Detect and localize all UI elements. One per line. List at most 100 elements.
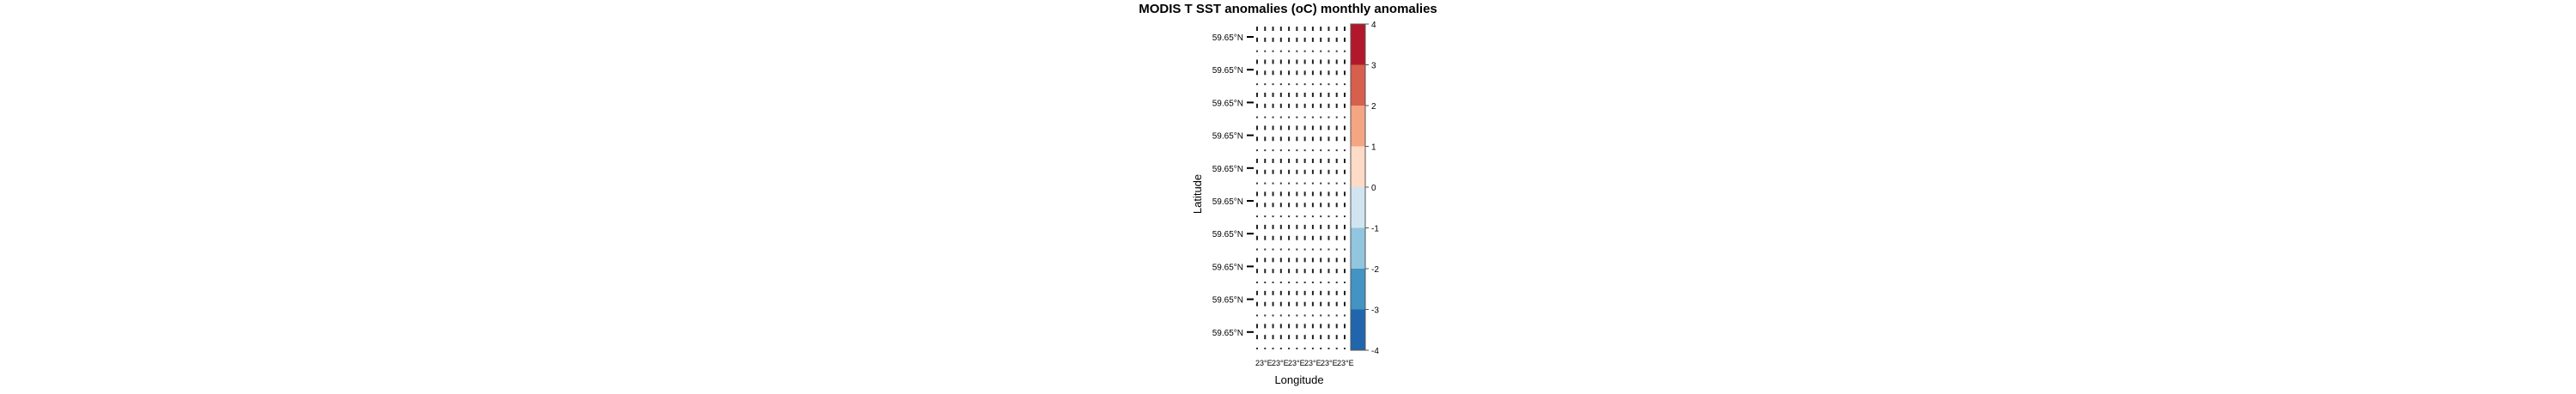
grid-cell bbox=[1272, 191, 1274, 197]
grid-cell bbox=[1335, 314, 1338, 317]
grid-cell bbox=[1296, 149, 1298, 152]
colorbar-bin bbox=[1351, 227, 1365, 269]
grid-cell bbox=[1279, 37, 1282, 42]
grid-cell bbox=[1327, 191, 1330, 197]
grid-cell bbox=[1327, 282, 1330, 284]
grid-cell bbox=[1256, 335, 1258, 340]
grid-cell bbox=[1264, 215, 1267, 218]
grid-cell bbox=[1303, 224, 1306, 229]
grid-cell bbox=[1311, 103, 1314, 108]
grid-cell bbox=[1311, 324, 1314, 329]
grid-cell bbox=[1303, 348, 1306, 349]
grid-cell bbox=[1279, 258, 1282, 263]
grid-cell bbox=[1320, 59, 1322, 64]
grid-cell bbox=[1296, 348, 1298, 349]
grid-cell bbox=[1344, 125, 1346, 130]
y-axis: 59.65°N 59.65°N 59.65°N 59.65°N 59.65°N 59.65… bbox=[1212, 33, 1254, 338]
grid-cell bbox=[1296, 248, 1298, 251]
grid-cell bbox=[1320, 301, 1322, 306]
grid-cell bbox=[1288, 103, 1291, 108]
grid-cell bbox=[1279, 335, 1282, 340]
grid-cell bbox=[1335, 37, 1338, 42]
grid-cell bbox=[1264, 324, 1267, 329]
grid-cell bbox=[1327, 149, 1330, 152]
grid-cell bbox=[1303, 191, 1306, 197]
grid-cell bbox=[1288, 70, 1291, 76]
grid-cell bbox=[1303, 136, 1306, 142]
grid-cell bbox=[1272, 269, 1274, 274]
grid-cell bbox=[1311, 136, 1314, 142]
x-tick-label: 23°E bbox=[1304, 359, 1321, 367]
grid-cell bbox=[1264, 224, 1267, 229]
grid-cell bbox=[1256, 182, 1258, 185]
grid-cell bbox=[1279, 324, 1282, 329]
grid-cell bbox=[1344, 348, 1346, 349]
x-tick-label: 23°E bbox=[1337, 359, 1354, 367]
grid-cell bbox=[1256, 282, 1258, 284]
grid-cell bbox=[1320, 136, 1322, 142]
grid-cell bbox=[1344, 169, 1346, 174]
grid-cell bbox=[1279, 282, 1282, 284]
grid-cell bbox=[1311, 92, 1314, 97]
grid-cell bbox=[1272, 103, 1274, 108]
grid-cell bbox=[1320, 116, 1322, 118]
grid-cell bbox=[1327, 50, 1330, 52]
x-axis-label: Longitude bbox=[1274, 373, 1323, 386]
grid-cell bbox=[1264, 59, 1267, 64]
grid-cell bbox=[1344, 92, 1346, 97]
grid-cell bbox=[1296, 92, 1298, 97]
grid-cell bbox=[1264, 290, 1267, 295]
grid-cell bbox=[1256, 116, 1258, 118]
grid-cell bbox=[1288, 324, 1291, 329]
grid-cell bbox=[1272, 83, 1274, 86]
grid-cell bbox=[1335, 301, 1338, 306]
colorbar-tick-label: -3 bbox=[1371, 306, 1379, 316]
grid-cell bbox=[1256, 70, 1258, 76]
grid-cell bbox=[1288, 235, 1291, 240]
grid-cell bbox=[1327, 324, 1330, 329]
y-tick-label: 59.65°N bbox=[1212, 66, 1243, 76]
grid-cell bbox=[1256, 203, 1258, 208]
grid-cell bbox=[1272, 215, 1274, 218]
grid-cell bbox=[1279, 182, 1282, 185]
grid-cell bbox=[1279, 301, 1282, 306]
grid-cell bbox=[1303, 290, 1306, 295]
grid-cell bbox=[1272, 136, 1274, 142]
y-tick-label: 59.65°N bbox=[1212, 197, 1243, 207]
grid-cell bbox=[1303, 70, 1306, 76]
colorbar-tick-label: -2 bbox=[1371, 265, 1379, 275]
grid-cell bbox=[1335, 269, 1338, 274]
colorbar-tick-label: 3 bbox=[1371, 62, 1376, 71]
grid-cell bbox=[1344, 116, 1346, 118]
grid-cell bbox=[1296, 215, 1298, 218]
grid-cell bbox=[1311, 269, 1314, 274]
grid-cell bbox=[1327, 224, 1330, 229]
chart-title: MODIS T SST anomalies (oC) monthly anoma… bbox=[1139, 2, 1437, 16]
grid-cell bbox=[1296, 125, 1298, 130]
grid-cell bbox=[1288, 335, 1291, 340]
grid-cell bbox=[1320, 269, 1322, 274]
grid-cell bbox=[1320, 235, 1322, 240]
y-tick-label: 59.65°N bbox=[1212, 132, 1243, 142]
grid-cell bbox=[1311, 70, 1314, 76]
grid-cell bbox=[1296, 103, 1298, 108]
grid-cell bbox=[1279, 169, 1282, 174]
grid-cell bbox=[1327, 136, 1330, 142]
grid-cell bbox=[1279, 70, 1282, 76]
y-tick-label: 59.65°N bbox=[1212, 296, 1243, 306]
grid-cell bbox=[1256, 50, 1258, 52]
grid-cell bbox=[1327, 169, 1330, 174]
grid-cell bbox=[1296, 158, 1298, 163]
colorbar-tick-label: 2 bbox=[1371, 102, 1376, 112]
grid-cell bbox=[1303, 235, 1306, 240]
grid-cell bbox=[1327, 314, 1330, 317]
grid-cell bbox=[1288, 116, 1291, 118]
colorbar: 4 3 2 1 0 -1 -2 -3 -4 bbox=[1350, 21, 1379, 356]
grid-cell bbox=[1303, 169, 1306, 174]
colorbar-bin bbox=[1351, 269, 1365, 310]
grid-cell bbox=[1311, 191, 1314, 197]
grid-cell bbox=[1264, 169, 1267, 174]
grid-cell bbox=[1335, 348, 1338, 349]
grid-cell bbox=[1288, 27, 1291, 31]
